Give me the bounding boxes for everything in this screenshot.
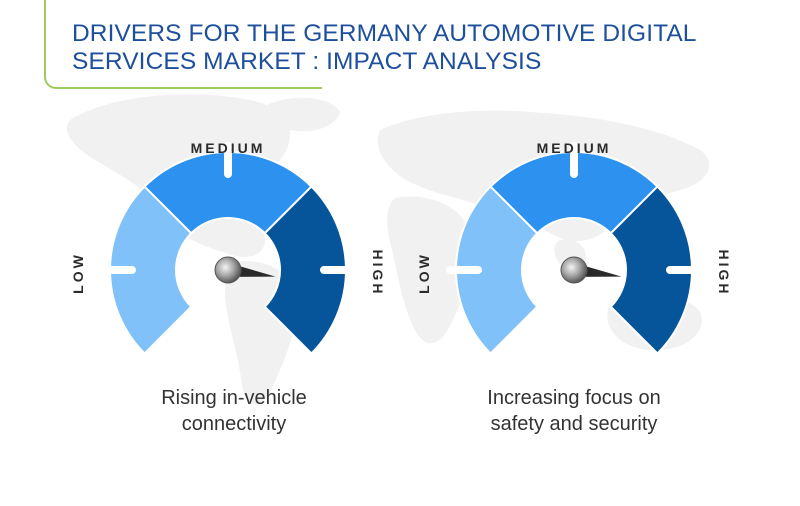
level-label-low: LOW bbox=[70, 252, 86, 294]
gauge-dial bbox=[446, 142, 702, 355]
gauge-segment-low bbox=[455, 185, 539, 355]
gauge-ticks bbox=[100, 142, 356, 274]
page-title-line-2: SERVICES MARKET : IMPACT ANALYSIS bbox=[72, 48, 542, 75]
page-title: DRIVERS FOR THE GERMANY AUTOMOTIVE DIGIT… bbox=[72, 20, 712, 76]
gauge-needle bbox=[214, 256, 276, 284]
level-label-high: HIGH bbox=[716, 249, 732, 297]
level-label-medium: MEDIUM bbox=[536, 140, 612, 156]
level-label-medium: MEDIUM bbox=[190, 140, 266, 156]
gauge-needle bbox=[560, 256, 622, 284]
driver-caption-safety: Increasing focus on safety and security bbox=[424, 385, 724, 437]
gauge-segment-low bbox=[109, 185, 193, 355]
gauge-segment-high bbox=[263, 185, 347, 355]
caption-line-2: connectivity bbox=[181, 413, 287, 435]
gauge-segment-medium bbox=[489, 151, 659, 235]
gauge-ticks bbox=[446, 142, 702, 274]
caption-line-1: Increasing focus on bbox=[487, 387, 661, 409]
level-label-low: LOW bbox=[416, 252, 432, 294]
level-label-high: HIGH bbox=[370, 249, 386, 297]
gauge-segment-high bbox=[609, 185, 693, 355]
needle-hub bbox=[214, 256, 242, 284]
title-accent-frame bbox=[44, 0, 322, 89]
gauge-segment-medium bbox=[143, 151, 313, 235]
impact-gauge-connectivity: MEDIUM LOW HIGH bbox=[68, 120, 388, 380]
caption-line-1: Rising in-vehicle bbox=[161, 387, 307, 409]
caption-line-2: safety and security bbox=[490, 413, 658, 435]
gauge-dial bbox=[100, 142, 356, 355]
page-title-line-1: DRIVERS FOR THE GERMANY AUTOMOTIVE DIGIT… bbox=[72, 20, 697, 47]
impact-gauge-safety: MEDIUM LOW HIGH bbox=[414, 120, 734, 380]
driver-caption-connectivity: Rising in-vehicle connectivity bbox=[84, 385, 384, 437]
needle-hub bbox=[560, 256, 588, 284]
